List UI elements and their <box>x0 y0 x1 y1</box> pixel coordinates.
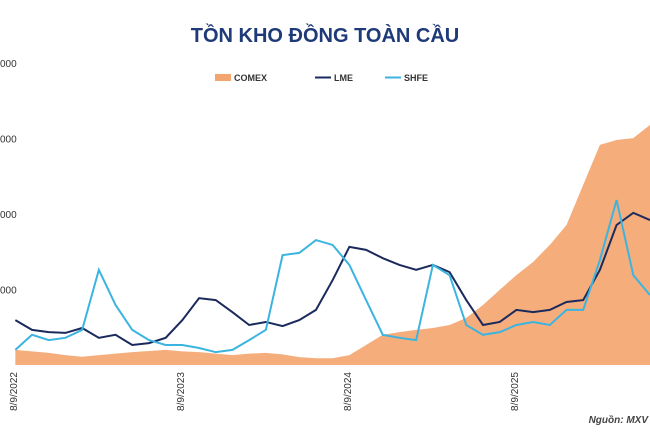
series-line <box>14 199 650 354</box>
chart-title: TỒN KHO ĐỒNG TOÀN CẦU <box>191 23 460 47</box>
legend-label: COMEX <box>234 73 267 83</box>
x-tick-label: 8/9/2024 <box>343 372 354 411</box>
series-line <box>14 211 650 347</box>
y-tick-label: 000 <box>0 59 17 70</box>
y-tick-label: 000 <box>0 286 17 297</box>
comex-area <box>15 124 650 365</box>
source: Nguồn: MXV <box>589 414 650 426</box>
y-tick-label: 000 <box>0 135 17 146</box>
legend-label: LME <box>334 73 353 83</box>
legend-swatch <box>215 74 231 81</box>
legend-label: SHFE <box>404 73 428 83</box>
x-tick-label: 8/9/2023 <box>176 372 187 411</box>
x-tick-label: 8/9/2022 <box>9 372 20 411</box>
y-tick-label: 000 <box>0 210 17 221</box>
x-tick-label: 8/9/2025 <box>510 372 521 411</box>
